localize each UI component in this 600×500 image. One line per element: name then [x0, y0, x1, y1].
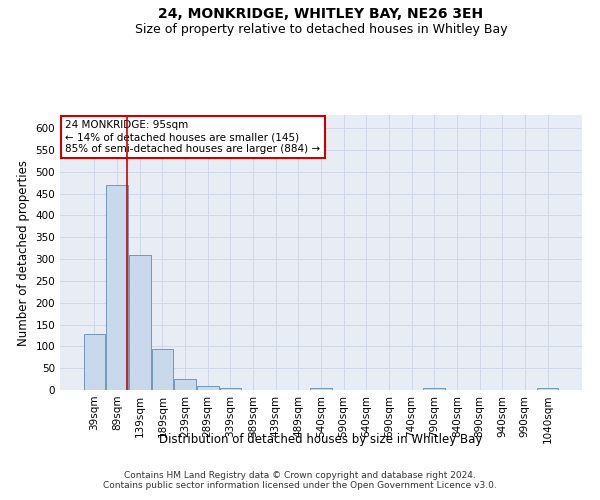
Bar [106, 185, 128, 390]
Text: 24 MONKRIDGE: 95sqm
← 14% of detached houses are smaller (145)
85% of semi-detac: 24 MONKRIDGE: 95sqm ← 14% of detached ho… [65, 120, 320, 154]
Bar [129, 254, 151, 390]
Bar [220, 388, 241, 390]
Y-axis label: Number of detached properties: Number of detached properties [17, 160, 30, 346]
Text: 24, MONKRIDGE, WHITLEY BAY, NE26 3EH: 24, MONKRIDGE, WHITLEY BAY, NE26 3EH [158, 8, 484, 22]
Bar [310, 388, 332, 390]
Bar [424, 388, 445, 390]
Text: Contains HM Land Registry data © Crown copyright and database right 2024.
Contai: Contains HM Land Registry data © Crown c… [103, 470, 497, 490]
Bar [537, 388, 558, 390]
Bar [175, 379, 196, 390]
Text: Distribution of detached houses by size in Whitley Bay: Distribution of detached houses by size … [160, 432, 482, 446]
Bar [197, 386, 218, 390]
Bar [152, 348, 173, 390]
Bar [84, 334, 105, 390]
Text: Size of property relative to detached houses in Whitley Bay: Size of property relative to detached ho… [134, 22, 508, 36]
